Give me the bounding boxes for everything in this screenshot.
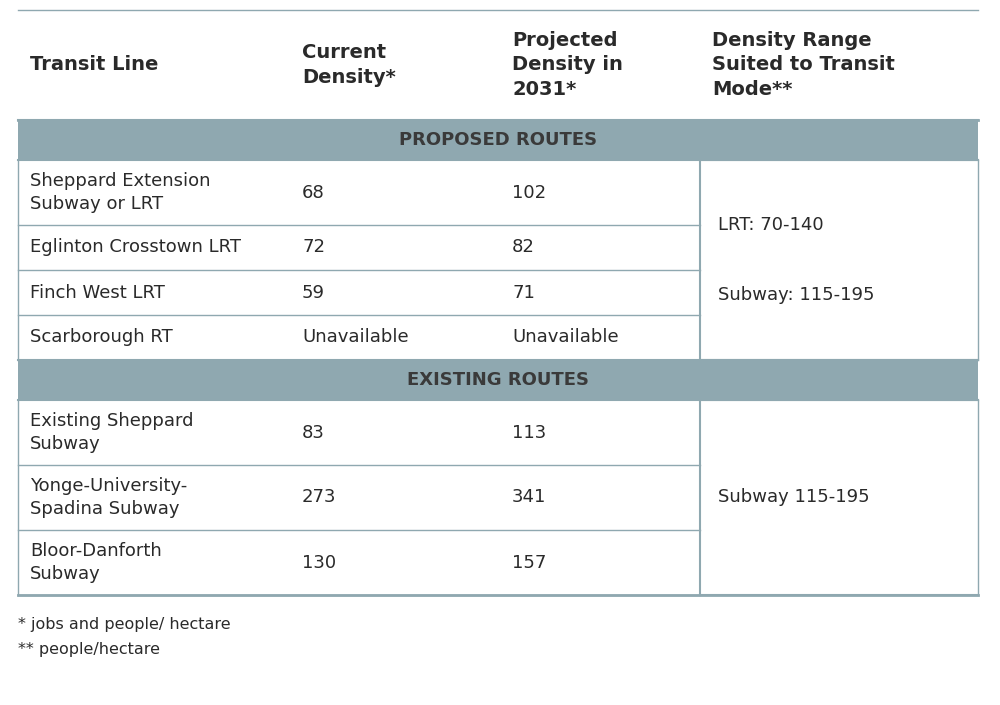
Text: Unavailable: Unavailable xyxy=(512,329,619,346)
Text: Finch West LRT: Finch West LRT xyxy=(30,283,165,302)
Bar xyxy=(18,315,700,360)
Text: Existing Sheppard
Subway: Existing Sheppard Subway xyxy=(30,412,194,453)
Text: Transit Line: Transit Line xyxy=(30,56,158,75)
Text: * jobs and people/ hectare
** people/hectare: * jobs and people/ hectare ** people/hec… xyxy=(18,617,231,656)
Text: 71: 71 xyxy=(512,283,535,302)
Text: Projected
Density in
2031*: Projected Density in 2031* xyxy=(512,31,623,99)
Bar xyxy=(18,400,700,465)
Text: 341: 341 xyxy=(512,489,546,506)
Bar xyxy=(18,10,978,120)
Bar xyxy=(18,465,700,530)
Text: Sheppard Extension
Subway or LRT: Sheppard Extension Subway or LRT xyxy=(30,172,210,213)
Text: Subway 115-195: Subway 115-195 xyxy=(718,489,870,506)
Text: 130: 130 xyxy=(302,553,336,572)
Text: 83: 83 xyxy=(302,424,325,441)
Text: 72: 72 xyxy=(302,238,325,257)
Text: Yonge-University-
Spadina Subway: Yonge-University- Spadina Subway xyxy=(30,477,187,518)
Text: 59: 59 xyxy=(302,283,325,302)
Text: LRT: 70-140

Subway: 115-195: LRT: 70-140 Subway: 115-195 xyxy=(718,216,874,304)
Text: PROPOSED ROUTES: PROPOSED ROUTES xyxy=(399,131,597,149)
Text: Unavailable: Unavailable xyxy=(302,329,409,346)
Text: 273: 273 xyxy=(302,489,336,506)
Bar xyxy=(700,400,978,595)
Bar xyxy=(18,225,700,270)
Text: Eglinton Crosstown LRT: Eglinton Crosstown LRT xyxy=(30,238,241,257)
Bar xyxy=(18,530,700,595)
Text: Scarborough RT: Scarborough RT xyxy=(30,329,173,346)
Text: 102: 102 xyxy=(512,183,546,202)
Text: 157: 157 xyxy=(512,553,546,572)
Text: EXISTING ROUTES: EXISTING ROUTES xyxy=(407,371,589,389)
Text: 82: 82 xyxy=(512,238,535,257)
Bar xyxy=(18,160,700,225)
Text: 68: 68 xyxy=(302,183,325,202)
Bar xyxy=(18,270,700,315)
Text: Current
Density*: Current Density* xyxy=(302,44,396,87)
Text: 113: 113 xyxy=(512,424,546,441)
Bar xyxy=(18,360,978,400)
Text: Bloor-Danforth
Subway: Bloor-Danforth Subway xyxy=(30,542,162,583)
Text: Density Range
Suited to Transit
Mode**: Density Range Suited to Transit Mode** xyxy=(712,31,895,99)
Bar xyxy=(18,120,978,160)
Bar xyxy=(700,160,978,360)
